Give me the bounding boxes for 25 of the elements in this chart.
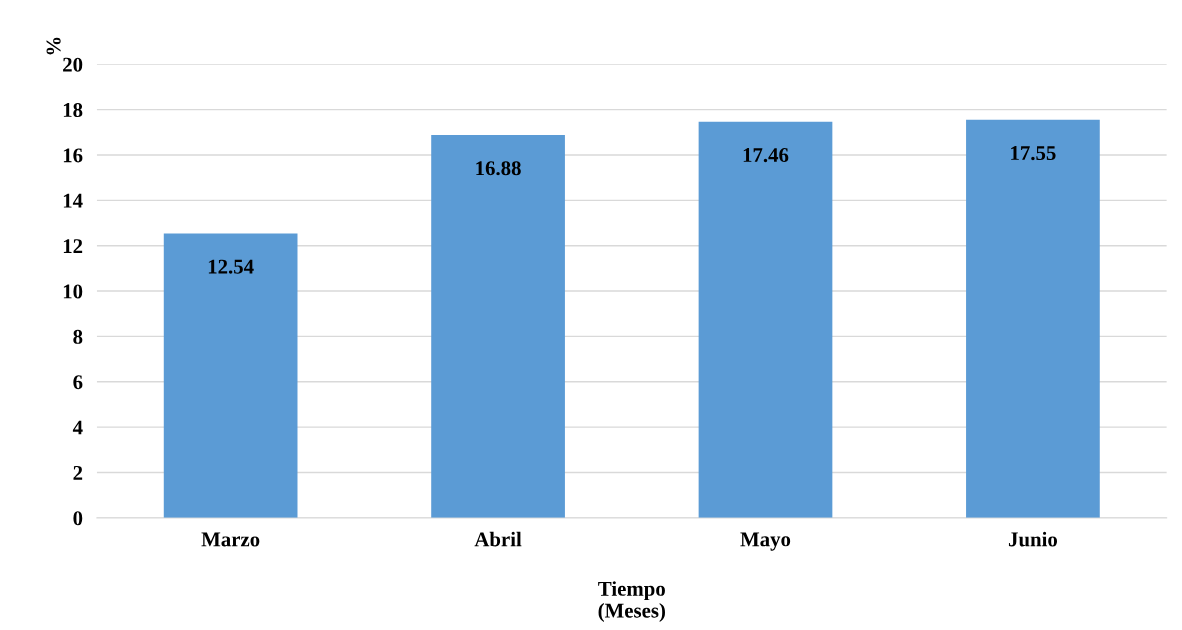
x-tick-label: Abril xyxy=(474,531,522,547)
y-axis-title: % xyxy=(46,37,61,55)
y-tick-label: 10 xyxy=(63,284,83,299)
y-tick-label: 6 xyxy=(73,375,83,390)
y-tick-label: 20 xyxy=(63,57,83,72)
y-tick-label: 16 xyxy=(63,148,83,163)
y-tick-label: 8 xyxy=(73,329,83,344)
y-tick-label: 14 xyxy=(63,193,83,208)
x-axis-title: Tiempo (Meses) xyxy=(598,581,665,622)
y-tick-label: 4 xyxy=(72,420,83,435)
data-label: 17.55 xyxy=(1011,146,1056,161)
bar xyxy=(163,233,298,518)
data-label: 12.54 xyxy=(208,259,254,274)
y-tick-label: 12 xyxy=(63,239,83,253)
bar xyxy=(431,135,565,518)
x-tick-label: Junio xyxy=(1008,531,1058,547)
data-label: 16.88 xyxy=(476,161,521,176)
bar xyxy=(698,121,833,518)
x-tick-label: Marzo xyxy=(201,532,260,547)
x-tick-label: Mayo xyxy=(740,532,791,551)
y-tick-label: 2 xyxy=(73,465,83,480)
data-label: 17.46 xyxy=(743,148,789,163)
y-tick-label: 18 xyxy=(63,102,83,118)
bar xyxy=(966,119,1100,518)
y-tick-label: 0 xyxy=(73,511,83,526)
